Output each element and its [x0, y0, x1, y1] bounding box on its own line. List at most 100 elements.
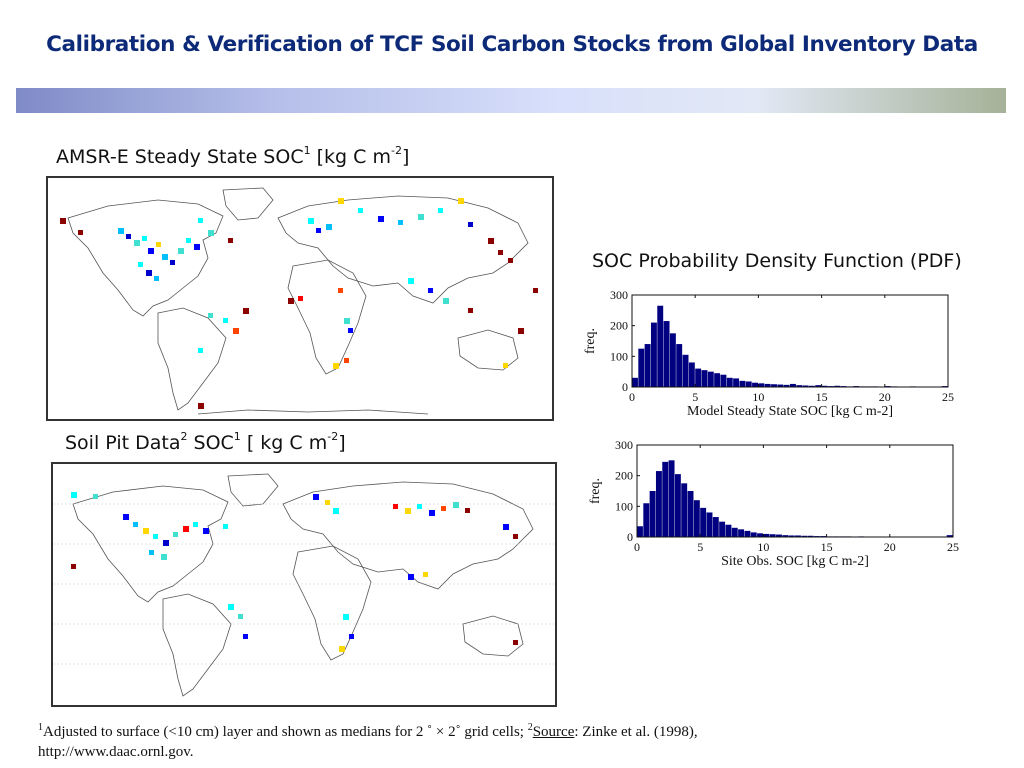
histogram-1-bar [682, 354, 689, 387]
histogram-2-bar [750, 532, 757, 537]
histogram-2-bar [801, 535, 808, 537]
histogram-2-bar [763, 533, 770, 537]
histogram-1-bar [771, 384, 777, 387]
histogram-2-bar [946, 535, 953, 537]
histogram-1-ytick-label: 300 [610, 288, 628, 302]
histogram-2-xtick-label: 10 [757, 540, 769, 554]
histogram-1-bar [650, 322, 657, 387]
histogram-1-bar [663, 321, 670, 387]
histogram-1-bar [821, 385, 828, 387]
histogram-1-bar [783, 384, 790, 387]
histogram-1-ytick-label: 0 [622, 380, 628, 394]
histogram-1-bar [815, 385, 822, 387]
histogram-2-xtick-label: 15 [821, 540, 833, 554]
model-soc-map-cells [60, 198, 538, 409]
histogram-2-bar [782, 535, 789, 537]
histogram-2-bar [655, 471, 662, 537]
histogram-2-bar [757, 533, 763, 537]
histogram-1-bar [701, 370, 708, 387]
histogram-2-bar [637, 526, 643, 537]
histogram-2-bar [643, 503, 650, 537]
histogram-1-xtick-label: 0 [629, 390, 635, 404]
histogram-1-bar [695, 368, 702, 387]
histogram-2-bar [731, 527, 738, 537]
histogram-1-xtick-label: 10 [752, 390, 764, 404]
histogram-1-bar [733, 378, 740, 387]
histogram-1-bar [676, 344, 683, 387]
histogram-2-ytick-label: 100 [615, 499, 633, 513]
histogram-2-bar [725, 524, 732, 537]
histogram-1-bar [669, 333, 676, 387]
histogram-2-bar [788, 535, 795, 537]
histogram-2-xtick-label: 20 [884, 540, 896, 554]
model-soc-map-svg [60, 187, 538, 415]
histogram-2-bar [795, 535, 801, 537]
histogram-1-bar [764, 383, 771, 387]
histogram-2-bar [769, 534, 776, 537]
histogram-1-frame [631, 294, 949, 388]
histogram-1-bar [802, 385, 809, 387]
histogram-1-bar [790, 383, 796, 387]
slide-title: Calibration & Verification of TCF Soil C… [46, 32, 978, 57]
histogram-2-bar [706, 512, 713, 537]
histogram-1-xtick-label: 15 [816, 390, 828, 404]
histogram-1-bar [714, 373, 721, 387]
histogram-2-bar [719, 521, 726, 537]
histogram-1-bar [777, 384, 784, 387]
histogram-2-ytick-label: 300 [615, 438, 633, 452]
histogram-1-bar [657, 305, 664, 387]
histogram-2-ytick-label: 0 [627, 530, 633, 544]
histogram-2-bar [674, 474, 681, 537]
model-soc-histogram: 0 5 10 15 20 25 0 100 200 300 Model Steady State S… [583, 288, 954, 419]
histogram-2-bar [681, 483, 688, 537]
footnote: 1Adjusted to surface (<10 cm) layer and … [38, 722, 698, 760]
histogram-1-bar [726, 377, 733, 387]
histogram-1-bar [796, 385, 803, 387]
histogram-2-ylabel: freq. [588, 478, 603, 504]
site-soc-map-cells [71, 492, 518, 652]
model-soc-map [46, 176, 554, 421]
source-label: Source [532, 724, 575, 740]
histogram-1-bar [834, 385, 841, 387]
histogram-2-bar [738, 529, 745, 537]
map2-label: Soil Pit Data2 SOC1 [ kg C m-2] [65, 430, 346, 454]
histogram-1-bar [758, 383, 765, 387]
histogram-1-ytick-label: 100 [610, 349, 628, 363]
site-soc-map-svg [53, 473, 555, 697]
histogram-2-xlabel: Site Obs. SOC [kg C m-2] [721, 554, 869, 569]
site-soc-map [51, 462, 557, 707]
histogram-2-bar [649, 491, 656, 537]
histogram-1-xtick-label: 25 [942, 390, 954, 404]
histogram-1-ylabel: freq. [583, 328, 598, 354]
histogram-1-bar [752, 382, 758, 387]
histogram-1-bar [644, 344, 651, 387]
histogram-1-xtick-label: 20 [879, 390, 891, 404]
histogram-2-xtick-label: 5 [697, 540, 703, 554]
histogram-1-xlabel: Model Steady State SOC [kg C m-2] [687, 404, 893, 419]
histogram-2-bar [807, 535, 814, 537]
histogram-2-xtick-label: 0 [634, 540, 640, 554]
histogram-2-ytick-label: 200 [615, 469, 633, 483]
histogram-1-bar [720, 374, 727, 387]
histogram-2-frame [636, 444, 954, 538]
site-soc-histogram: 0 5 10 15 20 25 0 100 200 300 Site Obs. SOC [kg C … [588, 438, 959, 569]
title-divider-bar [16, 88, 1006, 113]
map1-label: AMSR-E Steady State SOC1 [kg C m-2] [56, 144, 410, 168]
histogram-1-xtick-label: 5 [692, 390, 698, 404]
histogram-1-bar [632, 377, 638, 387]
histogram-2-bar [687, 491, 694, 537]
histogram-2-bar [693, 500, 700, 537]
histogram-1-bar [739, 380, 746, 387]
histogram-2-bar [662, 461, 669, 537]
histogram-1-bar [638, 348, 645, 387]
pdf-title: SOC Probability Density Function (PDF) [592, 250, 962, 272]
histogram-2-bar [744, 530, 751, 537]
footnote-url: http://www.daac.ornl.gov. [38, 744, 194, 760]
histogram-1-bar [808, 385, 815, 387]
histogram-1-bar [688, 362, 695, 387]
histogram-2-bar [700, 507, 707, 537]
histogram-1-bar [745, 381, 752, 387]
histogram-2-xtick-label: 25 [947, 540, 959, 554]
histogram-2-bar [712, 517, 719, 537]
histogram-1-bar [707, 371, 714, 387]
